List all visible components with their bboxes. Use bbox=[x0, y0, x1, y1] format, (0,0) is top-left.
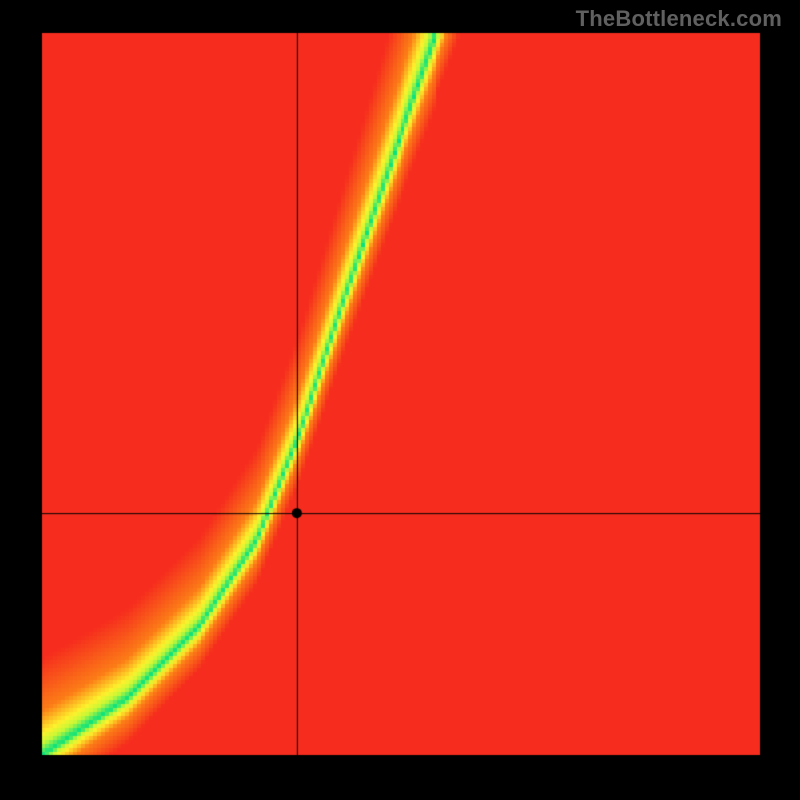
watermark-text: TheBottleneck.com bbox=[576, 6, 782, 32]
chart-container: TheBottleneck.com bbox=[0, 0, 800, 800]
heatmap-canvas bbox=[0, 0, 800, 800]
